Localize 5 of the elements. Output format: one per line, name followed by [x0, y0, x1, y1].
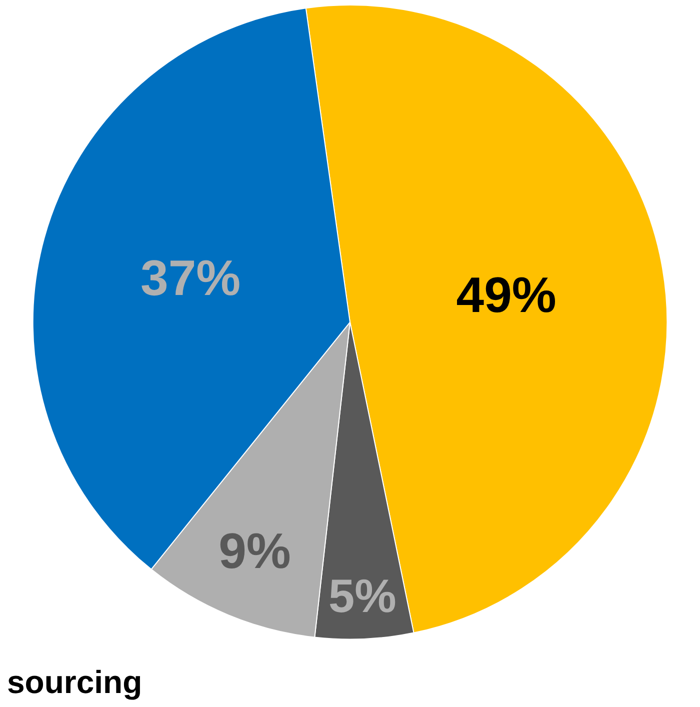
data-label: 49% [456, 267, 556, 324]
data-label: 9% [218, 523, 291, 580]
data-label: 37% [140, 250, 241, 306]
data-label: 5% [328, 570, 396, 622]
text: sourcing [7, 664, 142, 700]
